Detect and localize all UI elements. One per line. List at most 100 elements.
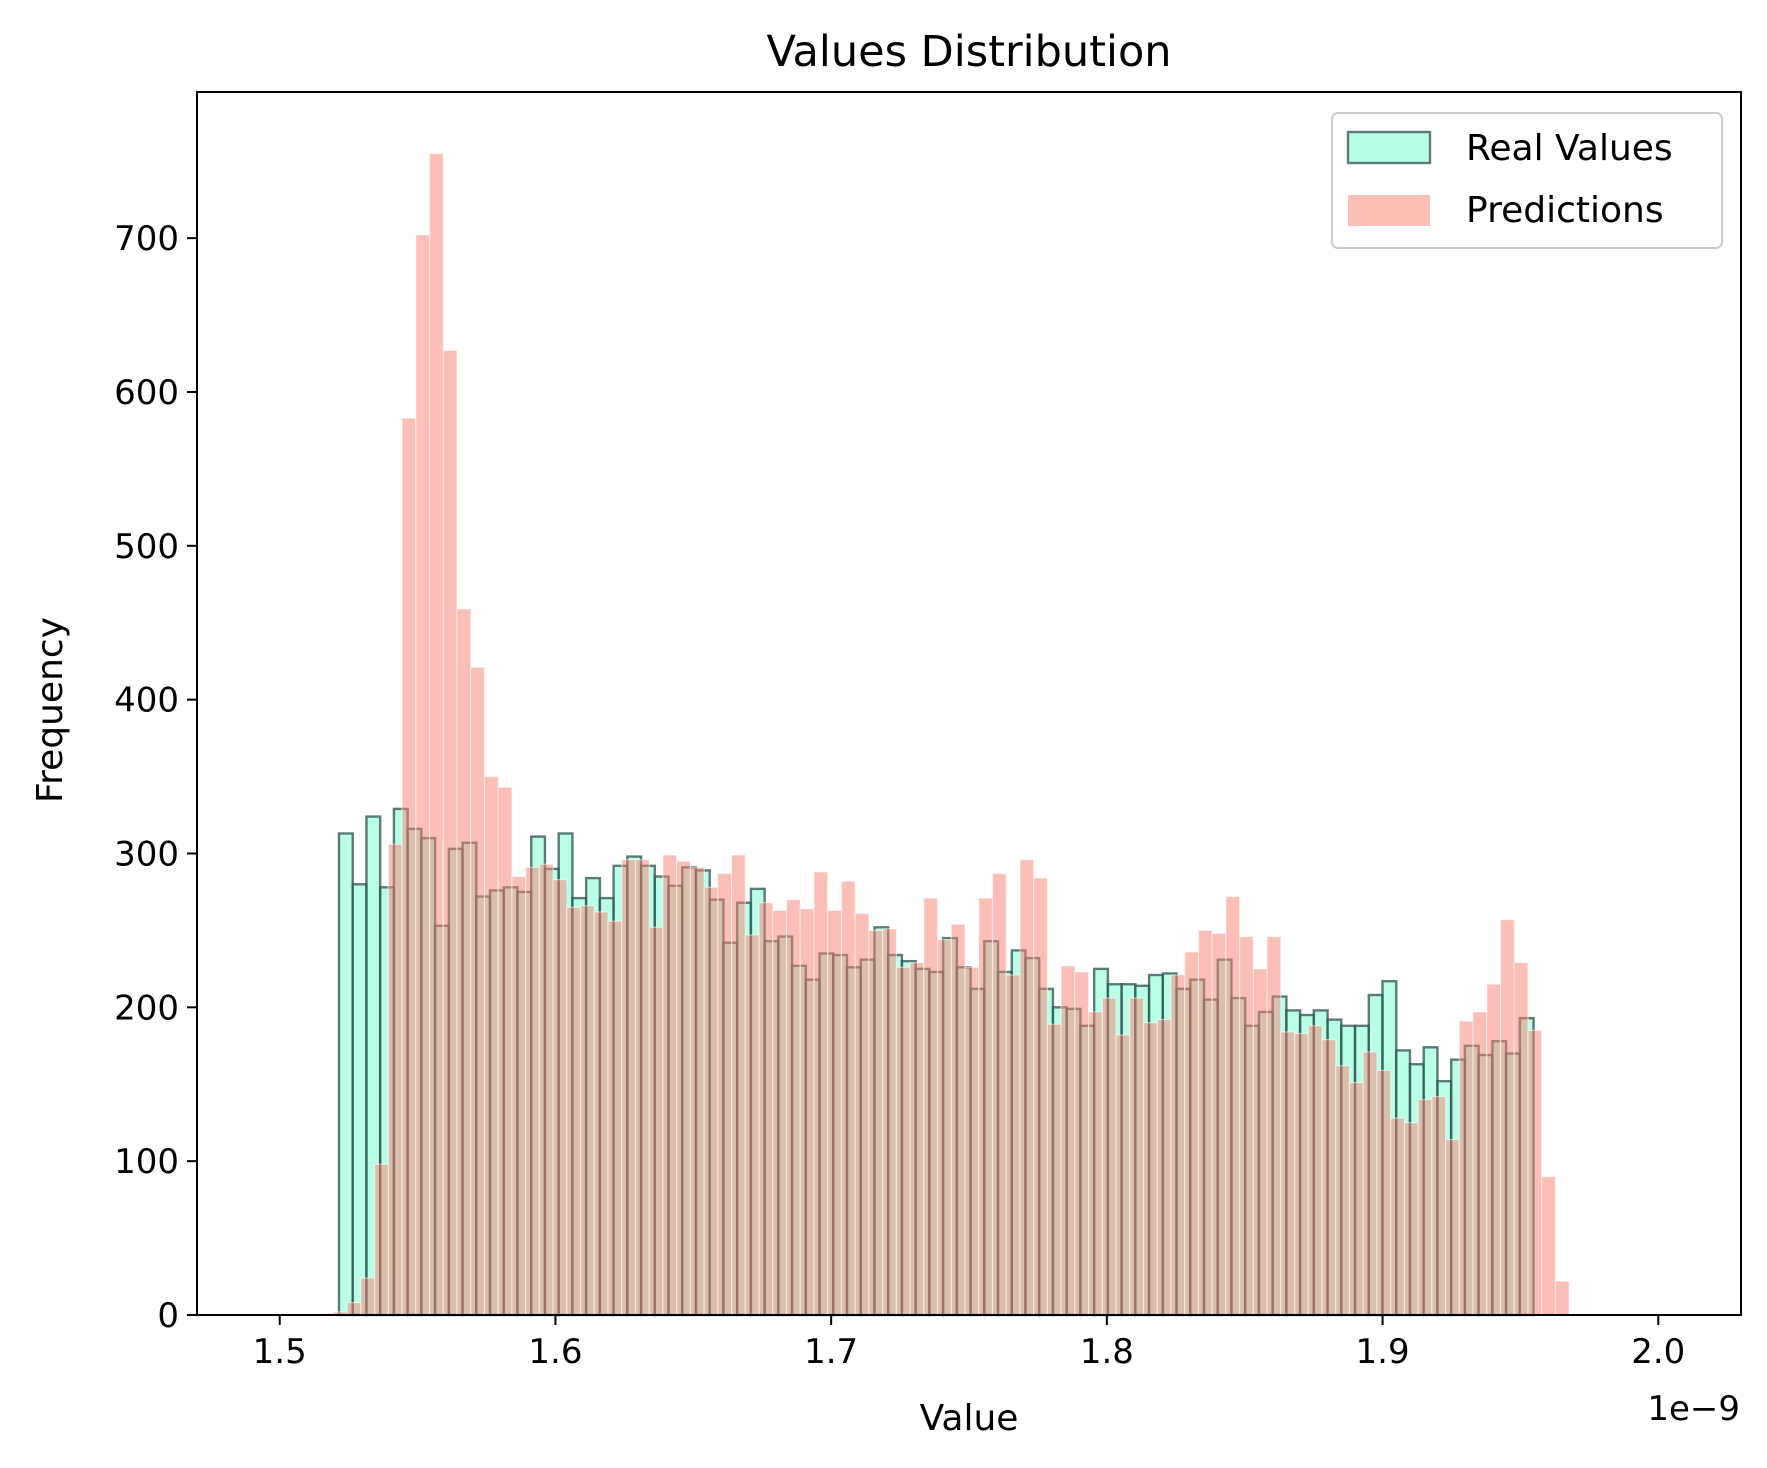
bar-predictions <box>1184 951 1200 1316</box>
bar-predictions <box>387 843 403 1316</box>
bar-predictions <box>1225 895 1241 1316</box>
bar-predictions <box>346 1302 362 1316</box>
bar-predictions <box>360 1277 376 1316</box>
legend-label-predictions: Predictions <box>1466 190 1664 231</box>
bar-predictions <box>1486 983 1502 1316</box>
bar-predictions <box>1513 962 1529 1316</box>
x-axis-label: Value <box>920 1398 1019 1439</box>
bar-predictions <box>731 854 746 1316</box>
bar-predictions <box>1060 965 1076 1316</box>
bar-predictions <box>552 879 568 1316</box>
bar-predictions <box>1087 1011 1103 1316</box>
bar-predictions <box>689 866 705 1316</box>
bar-predictions <box>1541 1175 1557 1316</box>
bar-predictions <box>607 920 623 1316</box>
bar-predictions <box>374 1163 389 1316</box>
bar-predictions <box>538 863 554 1316</box>
bar-predictions <box>1211 932 1227 1316</box>
bar-predictions <box>1335 1065 1351 1316</box>
bar-predictions <box>964 966 980 1316</box>
bar-predictions <box>1444 1139 1460 1316</box>
y-tick-label: 400 <box>114 681 179 721</box>
bar-predictions <box>648 926 664 1316</box>
chart-title: Values Distribution <box>766 27 1171 77</box>
x-tick-label: 2.0 <box>1631 1332 1685 1372</box>
legend-label-real-values: Real Values <box>1466 128 1673 169</box>
bar-predictions <box>1129 997 1145 1316</box>
bar-predictions <box>401 417 417 1316</box>
x-axis: 1.5 1.6 1.7 1.8 1.9 2.0 <box>253 1315 1685 1372</box>
bar-real-values <box>351 883 368 1317</box>
bar-predictions <box>991 872 1007 1316</box>
bar-predictions <box>1239 935 1254 1316</box>
bar-predictions <box>470 666 486 1316</box>
x-tick-label: 1.8 <box>1080 1332 1134 1372</box>
series-predictions <box>319 152 1570 1316</box>
bar-predictions <box>1142 1022 1158 1316</box>
bar-predictions <box>868 929 884 1316</box>
bar-predictions <box>895 966 911 1316</box>
bar-predictions <box>1307 1025 1323 1316</box>
bar-predictions <box>1499 919 1515 1316</box>
bar-predictions <box>813 871 829 1316</box>
y-tick-label: 600 <box>114 373 179 413</box>
bar-predictions <box>1115 1034 1131 1316</box>
bar-predictions <box>621 859 637 1316</box>
bar-predictions <box>483 775 499 1316</box>
bar-predictions <box>676 860 692 1316</box>
bar-predictions <box>785 899 801 1316</box>
bar-predictions <box>525 866 540 1316</box>
bar-predictions <box>1527 1029 1543 1316</box>
bar-predictions <box>840 880 856 1316</box>
bar-predictions <box>1293 1032 1309 1316</box>
bar-predictions <box>428 152 444 1316</box>
bar-predictions <box>566 906 582 1316</box>
bar-predictions <box>882 928 897 1316</box>
x-tick-label: 1.9 <box>1356 1332 1410 1372</box>
y-tick-label: 200 <box>114 988 179 1028</box>
bar-predictions <box>579 905 595 1316</box>
bar-predictions <box>511 875 527 1316</box>
bar-predictions <box>1362 1051 1378 1316</box>
bar-predictions <box>1431 1095 1447 1316</box>
bar-real-values <box>337 832 354 1317</box>
bar-predictions <box>442 349 458 1316</box>
bar-predictions <box>456 608 472 1316</box>
bar-predictions <box>634 859 650 1316</box>
bar-predictions <box>978 897 994 1316</box>
y-tick-label: 300 <box>114 834 179 874</box>
bar-predictions <box>909 962 925 1316</box>
bar-predictions <box>1005 974 1021 1316</box>
x-axis-offset-label: 1e−9 <box>1647 1389 1740 1429</box>
bar-predictions <box>744 934 760 1316</box>
bar-predictions <box>1101 997 1117 1316</box>
bar-predictions <box>1348 1082 1364 1316</box>
bar-predictions <box>1156 1019 1172 1316</box>
bars-layer <box>319 152 1570 1317</box>
legend-swatch-predictions <box>1348 195 1430 226</box>
bar-predictions <box>936 939 952 1316</box>
legend: Real Values Predictions <box>1331 112 1723 249</box>
x-tick-label: 1.5 <box>253 1332 307 1372</box>
bar-predictions <box>497 786 513 1316</box>
y-tick-label: 500 <box>114 527 179 567</box>
y-axis: 0 100 200 300 400 500 600 700 <box>114 219 197 1336</box>
bar-predictions <box>799 908 815 1316</box>
bar-predictions <box>1417 1099 1433 1316</box>
bar-predictions <box>1033 877 1049 1316</box>
bar-predictions <box>1458 1020 1474 1316</box>
bar-predictions <box>703 886 719 1316</box>
bar-predictions <box>1074 971 1090 1316</box>
bar-predictions <box>1403 1122 1419 1316</box>
bar-predictions <box>1170 974 1186 1316</box>
bar-predictions <box>1390 1117 1406 1316</box>
bar-predictions <box>1019 859 1035 1316</box>
bar-predictions <box>1280 1031 1296 1316</box>
plot-frame <box>196 91 1742 1316</box>
x-tick-label: 1.6 <box>528 1332 582 1372</box>
bar-predictions <box>923 897 939 1316</box>
legend-swatch-real-values <box>1346 130 1432 165</box>
bar-predictions <box>1321 1039 1337 1316</box>
